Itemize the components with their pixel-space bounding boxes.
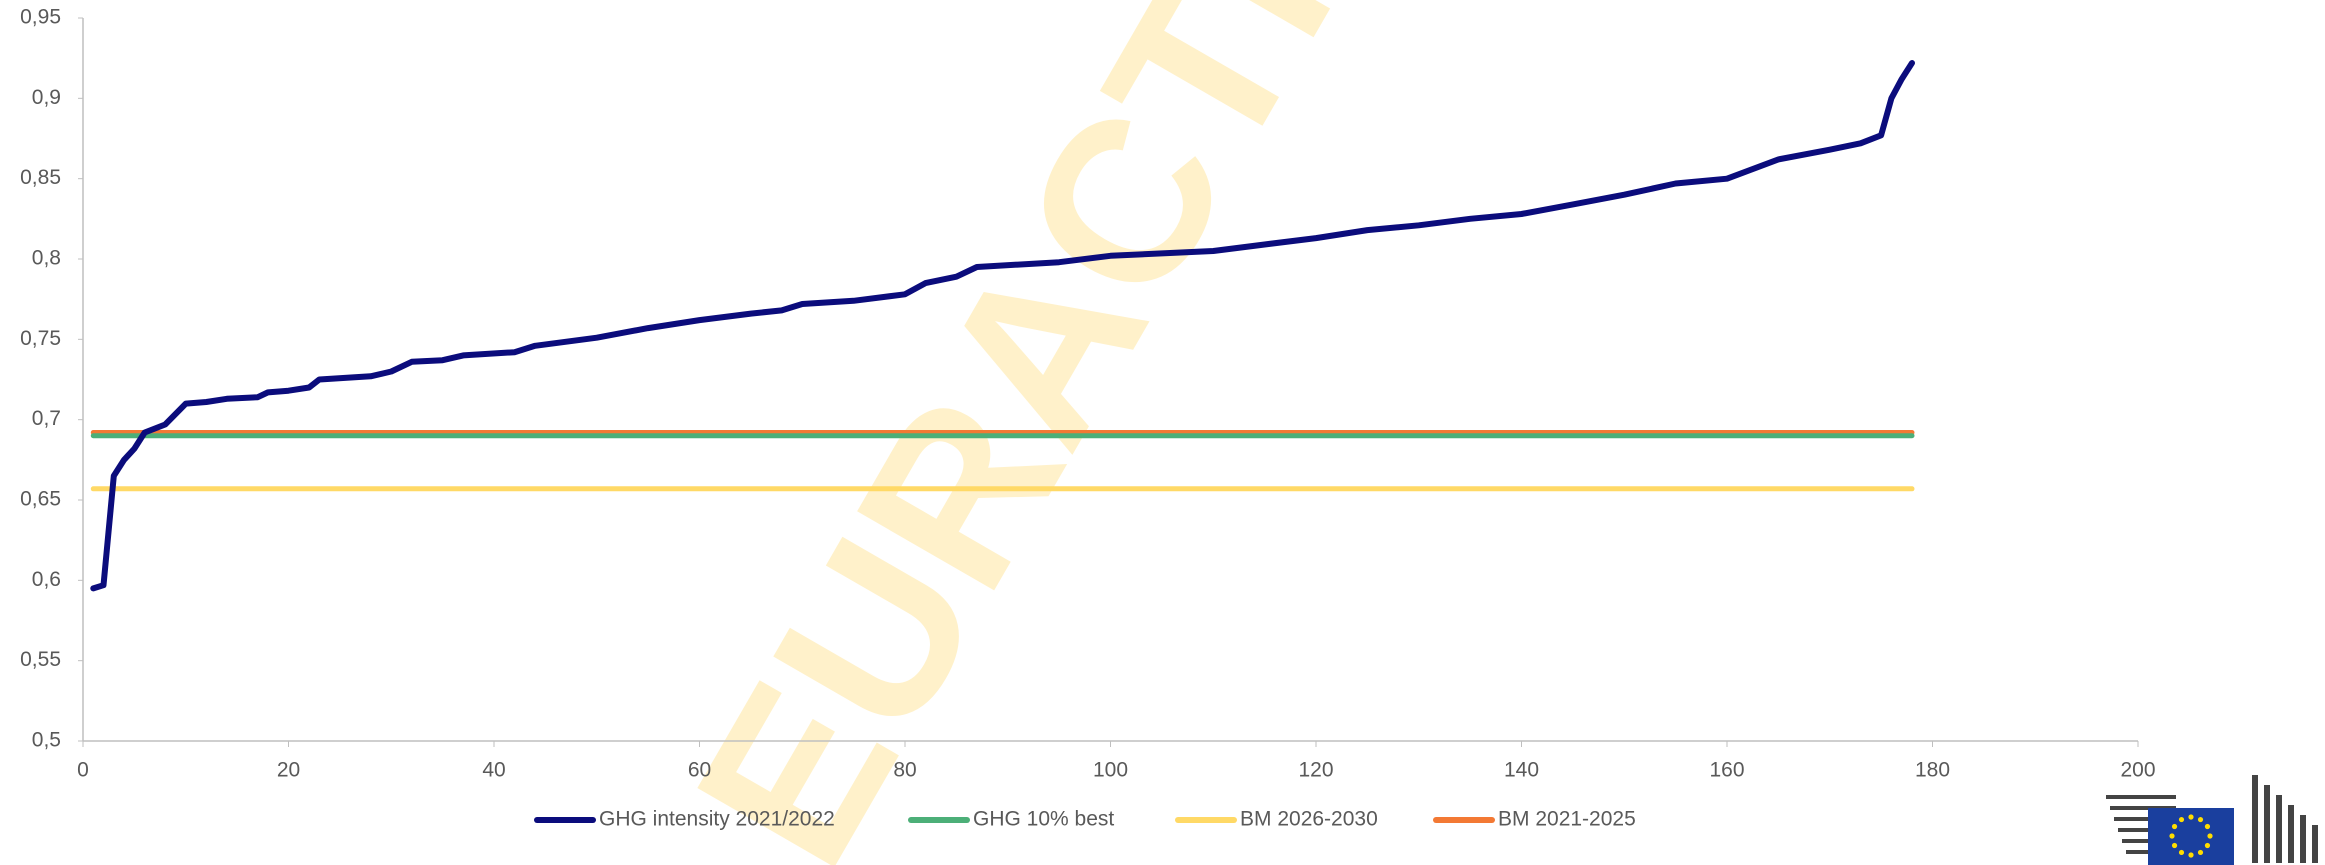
star bbox=[2197, 816, 2204, 823]
legend-label: GHG intensity 2021/2022 bbox=[599, 808, 835, 831]
star bbox=[2204, 823, 2211, 830]
y-tick-label: 0,75 bbox=[20, 327, 61, 350]
star bbox=[2171, 823, 2178, 830]
x-tick-label: 60 bbox=[688, 759, 711, 782]
legend-item: GHG 10% best bbox=[908, 808, 1114, 831]
x-tick-label: 0 bbox=[77, 759, 89, 782]
legend-item: BM 2026-2030 bbox=[1175, 808, 1378, 831]
star bbox=[2188, 814, 2194, 820]
x-tick-label: 160 bbox=[1709, 759, 1744, 782]
legend-item: BM 2021-2025 bbox=[1433, 808, 1636, 831]
y-tick-label: 0,55 bbox=[20, 648, 61, 671]
legend-label: BM 2026-2030 bbox=[1240, 808, 1378, 831]
y-tick-label: 0,7 bbox=[32, 407, 61, 430]
star bbox=[2178, 816, 2185, 823]
y-tick-label: 0,6 bbox=[32, 568, 61, 591]
y-tick-label: 0,9 bbox=[32, 86, 61, 109]
x-tick-label: 20 bbox=[277, 759, 300, 782]
y-tick-label: 0,65 bbox=[20, 488, 61, 511]
y-tick-label: 0,8 bbox=[32, 247, 61, 270]
eu-logo bbox=[2106, 775, 2318, 865]
x-tick-label: 120 bbox=[1298, 759, 1333, 782]
y-tick-label: 0,5 bbox=[32, 729, 61, 752]
x-tick-label: 100 bbox=[1093, 759, 1128, 782]
x-tick-label: 40 bbox=[482, 759, 505, 782]
legend-label: BM 2021-2025 bbox=[1498, 808, 1636, 831]
star bbox=[2169, 833, 2175, 839]
star bbox=[2188, 852, 2194, 858]
series-line bbox=[90, 60, 1915, 592]
x-tick-label: 200 bbox=[2120, 759, 2155, 782]
x-tick-label: 80 bbox=[893, 759, 916, 782]
star bbox=[2171, 842, 2178, 849]
x-tick-label: 140 bbox=[1504, 759, 1539, 782]
legend-label: GHG 10% best bbox=[973, 808, 1114, 831]
star bbox=[2204, 842, 2211, 849]
legend-item: GHG intensity 2021/2022 bbox=[534, 808, 835, 831]
y-tick-label: 0,95 bbox=[20, 6, 61, 29]
star bbox=[2178, 849, 2185, 856]
star bbox=[2207, 833, 2213, 839]
star bbox=[2197, 849, 2204, 856]
x-tick-label: 180 bbox=[1915, 759, 1950, 782]
y-tick-label: 0,85 bbox=[20, 166, 61, 189]
